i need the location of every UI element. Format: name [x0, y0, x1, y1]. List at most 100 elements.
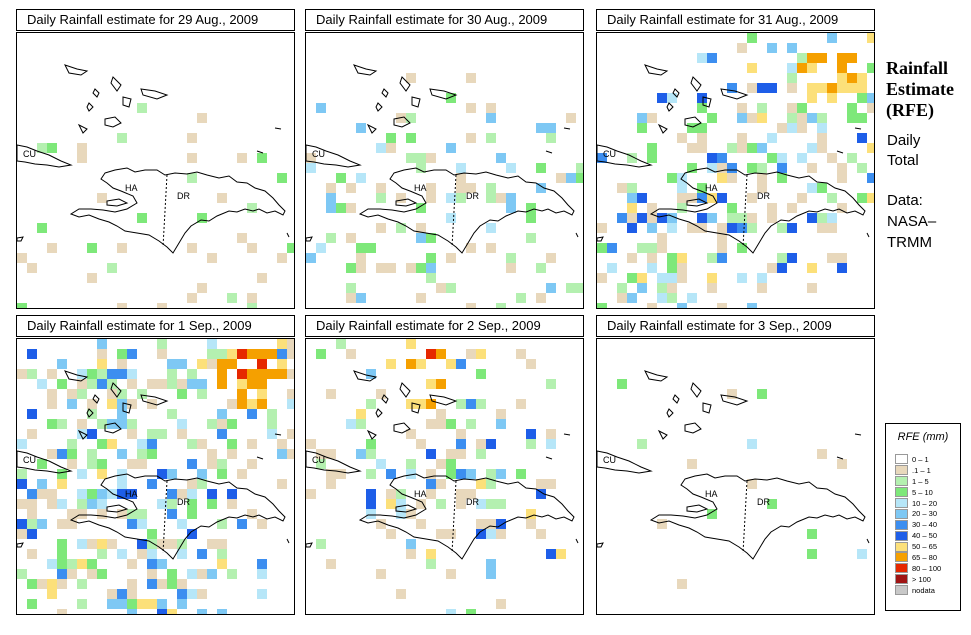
- rainfall-cell: [287, 243, 294, 253]
- rainfall-cell: [227, 499, 237, 509]
- rainfall-cell: [67, 439, 77, 449]
- rainfall-cell: [157, 579, 167, 589]
- rainfall-cell: [446, 529, 456, 539]
- haiti-label: HA: [414, 183, 427, 193]
- rainfall-cell: [326, 183, 336, 193]
- bahamas-outline: [672, 88, 680, 98]
- rainfall-cell: [356, 409, 366, 419]
- rainfall-cell: [406, 399, 416, 409]
- bahamas-outline: [399, 382, 411, 398]
- rainfall-cell: [187, 489, 197, 499]
- rainfall-cell: [27, 519, 37, 529]
- legend-swatch: [895, 476, 908, 487]
- rainfall-cell: [857, 93, 867, 103]
- island-outline: [854, 433, 862, 436]
- rainfall-cell: [147, 539, 157, 549]
- gonave-outline: [395, 504, 418, 513]
- rainfall-cell: [837, 53, 847, 63]
- rainfall-cell: [496, 409, 506, 419]
- rainfall-cell: [486, 519, 496, 529]
- rainfall-cell: [647, 303, 657, 308]
- legend-swatch: [895, 552, 908, 563]
- rainfall-cell: [827, 223, 837, 233]
- rainfall-cell: [667, 273, 677, 283]
- rainfall-cell: [817, 449, 827, 459]
- rainfall-cell: [107, 379, 117, 389]
- rainfall-cell: [87, 379, 97, 389]
- island-outline: [286, 538, 290, 544]
- rainfall-cell: [456, 449, 466, 459]
- rainfall-cell: [847, 153, 857, 163]
- rainfall-cell: [637, 243, 647, 253]
- rainfall-panel: Daily Rainfall estimate for 2 Sep., 2009…: [305, 315, 584, 615]
- rainfall-cell: [697, 123, 707, 133]
- rainfall-cell: [767, 213, 777, 223]
- rainfall-cell: [247, 379, 257, 389]
- rainfall-cell: [857, 73, 867, 83]
- rainfall-cell: [257, 389, 267, 399]
- rainfall-cell: [386, 143, 396, 153]
- rainfall-cell: [57, 449, 67, 459]
- rainfall-cell: [777, 253, 787, 263]
- rainfall-cell: [137, 459, 147, 469]
- rainfall-cell: [436, 349, 446, 359]
- bahamas-outline: [64, 64, 89, 76]
- rainfall-cell: [456, 193, 466, 203]
- rainfall-cell: [27, 599, 37, 609]
- rainfall-cell: [376, 143, 386, 153]
- rainfall-cell: [366, 489, 376, 499]
- island-outline: [274, 127, 282, 130]
- rainfall-cell: [807, 183, 817, 193]
- coastlines: [17, 64, 290, 254]
- rainfall-cell: [346, 233, 356, 243]
- rainfall-cell: [657, 243, 667, 253]
- rainfall-cell: [47, 369, 57, 379]
- rainfall-cell: [197, 213, 207, 223]
- bahamas-outline: [666, 102, 674, 112]
- rainfall-cell: [466, 489, 476, 499]
- rainfall-cell: [466, 133, 476, 143]
- rainfall-cell: [416, 163, 426, 173]
- rainfall-cell: [187, 133, 197, 143]
- jamaica-outline: [306, 236, 313, 242]
- rainfall-cell: [207, 569, 217, 579]
- rainfall-cell: [336, 203, 346, 213]
- rainfall-cell: [707, 253, 717, 263]
- rainfall-cell: [486, 479, 496, 489]
- rainfall-cell: [326, 479, 336, 489]
- rainfall-cell: [687, 163, 697, 173]
- rainfall-cell: [217, 349, 227, 359]
- rainfall-cell: [67, 389, 77, 399]
- rainfall-cell: [57, 609, 67, 614]
- haiti-label: HA: [414, 489, 427, 499]
- rainfall-cell: [177, 589, 187, 599]
- legend-item: .1 – 1: [895, 465, 941, 476]
- rainfall-cell: [257, 349, 267, 359]
- rainfall-cell: [436, 529, 446, 539]
- rainfall-cell: [727, 203, 737, 213]
- rainfall-cell: [147, 559, 157, 569]
- rainfall-cell: [287, 339, 294, 349]
- rainfall-panel: Daily Rainfall estimate for 30 Aug., 200…: [305, 9, 584, 309]
- hispaniola-outline: [358, 167, 575, 254]
- rainfall-cell: [356, 173, 366, 183]
- rainfall-cell: [386, 469, 396, 479]
- rainfall-cell: [717, 233, 727, 243]
- rainfall-cell: [416, 519, 426, 529]
- rainfall-cell: [316, 459, 326, 469]
- rainfall-cell: [546, 429, 556, 439]
- rainfall-cell: [17, 519, 27, 529]
- bahamas-outline: [702, 96, 712, 108]
- hispaniola-outline: [358, 473, 575, 560]
- side-title: Rainfall Estimate (RFE): [886, 58, 954, 120]
- rainfall-cell: [637, 439, 647, 449]
- rainfall-cell: [456, 183, 466, 193]
- rainfall-cell: [287, 349, 294, 359]
- rainfall-cell: [147, 579, 157, 589]
- bahamas-outline: [381, 394, 389, 404]
- dr-label: DR: [466, 191, 479, 201]
- rainfall-cell: [526, 359, 536, 369]
- bahamas-outline: [353, 370, 378, 382]
- rainfall-cell: [386, 359, 396, 369]
- rainfall-cell: [157, 609, 167, 614]
